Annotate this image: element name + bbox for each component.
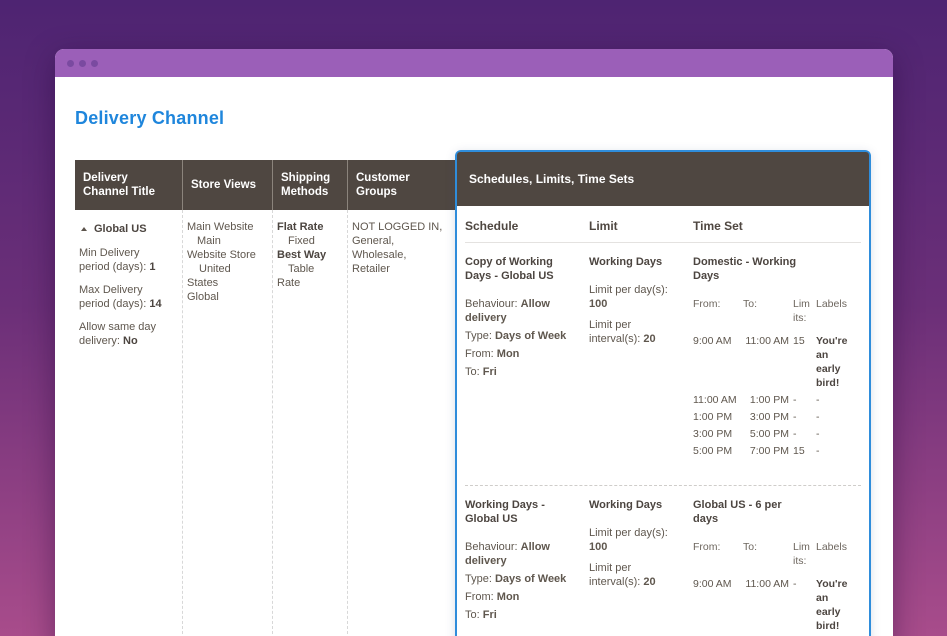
schedule-to: To: Fri bbox=[465, 366, 497, 378]
schedule-type: Type: Days of Week bbox=[465, 573, 567, 585]
browser-window: Delivery Channel Delivery Channel Title … bbox=[55, 49, 893, 636]
window-titlebar bbox=[55, 49, 893, 77]
cell-delivery-channel-title: Global US Min Delivery period (days): 1 … bbox=[75, 210, 183, 636]
column-header-shipping-methods[interactable]: Shipping Methods bbox=[273, 160, 348, 210]
page-title: Delivery Channel bbox=[75, 108, 225, 128]
row-title-global-us[interactable]: Global US bbox=[79, 222, 172, 236]
schedules-limits-timesets-panel: Schedules, Limits, Time Sets Schedule Li… bbox=[455, 150, 871, 636]
column-header-store-views[interactable]: Store Views bbox=[183, 160, 273, 210]
time-set-table: From: To: Limits: Labels 9:00 AM 11:00 AM… bbox=[693, 297, 853, 458]
column-delivery-channel-title: Delivery Channel Title Global US Min Del… bbox=[75, 160, 183, 636]
column-customer-groups: Customer Groups NOT LOGGED IN, General, … bbox=[348, 160, 457, 636]
schedule-to: To: Fri bbox=[465, 609, 497, 621]
sort-asc-icon[interactable] bbox=[81, 227, 87, 231]
window-control-dot-icon[interactable] bbox=[79, 59, 86, 67]
shipping-method-item: Flat Rate bbox=[277, 221, 324, 233]
time-slot: 1:00 PM 3:00 PM - - bbox=[693, 411, 820, 423]
panel-subheader: Schedule Limit Time Set bbox=[465, 206, 861, 243]
schedule-behaviour: Behaviour: Allow delivery bbox=[465, 298, 550, 324]
schedule-cell: Working Days - Global US Behaviour: Allo… bbox=[465, 498, 589, 636]
subheader-schedule: Schedule bbox=[465, 219, 519, 233]
store-view-item: Main Website bbox=[187, 221, 254, 233]
time-set-cell: Domestic - Working Days From: To: Limits… bbox=[693, 255, 861, 461]
panel-body: Schedule Limit Time Set Copy of Working … bbox=[457, 206, 869, 636]
time-set-cell: Global US - 6 per days From: To: Limits:… bbox=[693, 498, 861, 636]
time-slot: 9:00 AM 11:00 AM - You're an early bird! bbox=[693, 578, 848, 632]
min-delivery-period: Min Delivery period (days): 1 bbox=[79, 247, 156, 273]
store-view-item: United States bbox=[187, 263, 231, 289]
time-set-table: From: To: Limits: Labels 9:00 AM 11:00 AM… bbox=[693, 540, 853, 636]
max-delivery-period: Max Delivery period (days): 14 bbox=[79, 284, 162, 310]
page-content: Delivery Channel Delivery Channel Title … bbox=[55, 77, 893, 636]
schedule-title: Copy of Working Days - Global US bbox=[465, 256, 554, 282]
delivery-channel-table: Delivery Channel Title Global US Min Del… bbox=[75, 160, 457, 636]
time-slot: 11:00 AM 1:00 PM - - bbox=[693, 394, 820, 406]
schedule-row: Working Days - Global US Behaviour: Allo… bbox=[465, 485, 861, 636]
column-store-views: Store Views Main Website Main Website St… bbox=[183, 160, 273, 636]
column-shipping-methods: Shipping Methods Flat Rate Fixed Best Wa… bbox=[273, 160, 348, 636]
schedule-title: Working Days - Global US bbox=[465, 499, 545, 525]
schedule-from: From: Mon bbox=[465, 591, 520, 603]
limit-cell: Working Days Limit per day(s): 100 Limit… bbox=[589, 255, 693, 461]
panel-header: Schedules, Limits, Time Sets bbox=[457, 152, 869, 206]
time-slot: 5:00 PM 7:00 PM 15- bbox=[693, 445, 820, 457]
time-set-title: Global US - 6 per days bbox=[693, 499, 782, 525]
time-set-header: From: To: Limits: Labels bbox=[693, 298, 847, 324]
schedule-row: Copy of Working Days - Global US Behavio… bbox=[465, 243, 861, 485]
time-slot: 9:00 AM 11:00 AM 15 You're an early bird! bbox=[693, 335, 848, 389]
shipping-method-item: Table Rate bbox=[277, 263, 315, 289]
store-view-item: Global bbox=[187, 291, 219, 303]
window-control-dot-icon[interactable] bbox=[91, 59, 98, 67]
subheader-limit: Limit bbox=[589, 219, 618, 233]
cell-customer-groups: NOT LOGGED IN, General, Wholesale, Retai… bbox=[352, 221, 443, 275]
allow-same-day-delivery: Allow same day delivery: No bbox=[79, 321, 157, 347]
limit-per-day: Limit per day(s): 100 bbox=[589, 284, 668, 310]
limit-cell: Working Days Limit per day(s): 100 Limit… bbox=[589, 498, 693, 636]
time-set-title: Domestic - Working Days bbox=[693, 256, 797, 282]
schedule-cell: Copy of Working Days - Global US Behavio… bbox=[465, 255, 589, 461]
cell-store-views: Main Website Main Website Store United S… bbox=[183, 210, 273, 636]
column-header-customer-groups[interactable]: Customer Groups bbox=[348, 160, 457, 210]
limit-title: Working Days bbox=[589, 499, 663, 511]
window-control-dot-icon[interactable] bbox=[67, 59, 74, 67]
schedule-behaviour: Behaviour: Allow delivery bbox=[465, 541, 550, 567]
schedule-type: Type: Days of Week bbox=[465, 330, 567, 342]
column-header-delivery-channel-title[interactable]: Delivery Channel Title bbox=[75, 160, 183, 210]
subheader-time-set: Time Set bbox=[693, 219, 743, 233]
shipping-method-item: Best Way bbox=[277, 249, 327, 261]
window-controls bbox=[67, 59, 98, 67]
limit-per-interval: Limit per interval(s): 20 bbox=[589, 562, 656, 588]
store-view-item: Main Website Store bbox=[187, 235, 256, 261]
cell-shipping-methods: Flat Rate Fixed Best Way Table Rate bbox=[273, 210, 348, 636]
shipping-method-item: Fixed bbox=[288, 235, 315, 247]
time-set-header: From: To: Limits: Labels bbox=[693, 541, 847, 567]
limit-per-day: Limit per day(s): 100 bbox=[589, 527, 668, 553]
time-slot: 3:00 PM 5:00 PM - - bbox=[693, 428, 820, 440]
limit-per-interval: Limit per interval(s): 20 bbox=[589, 319, 656, 345]
schedule-from: From: Mon bbox=[465, 348, 520, 360]
limit-title: Working Days bbox=[589, 256, 663, 268]
